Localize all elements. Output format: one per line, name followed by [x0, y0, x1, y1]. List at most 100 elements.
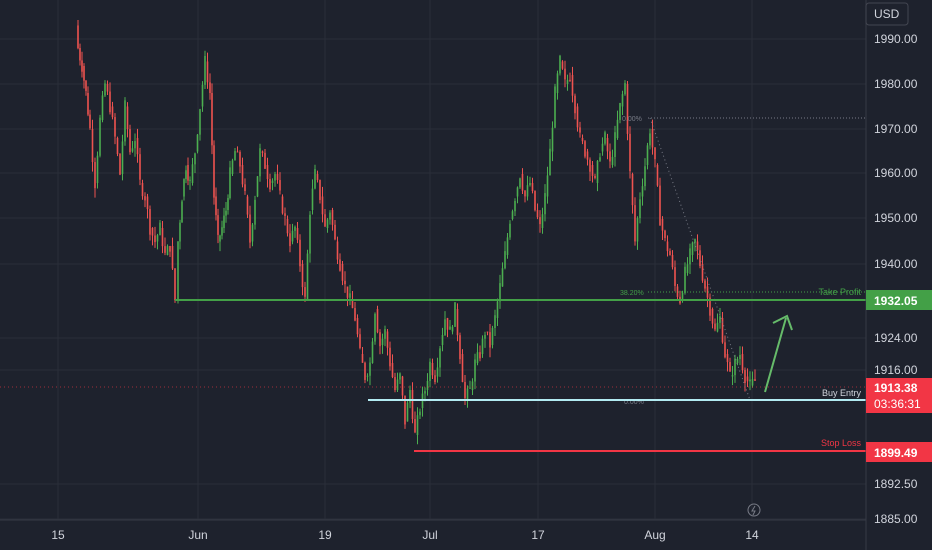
candle-body — [666, 241, 669, 252]
candle-body — [87, 93, 89, 115]
candle-body — [239, 152, 241, 167]
candle-body — [324, 214, 326, 227]
candle-body — [499, 283, 501, 302]
lightning-icon[interactable] — [747, 503, 761, 517]
candle-body — [261, 151, 264, 153]
candle-body — [724, 342, 726, 358]
candle-body — [494, 315, 496, 328]
candle-body — [514, 200, 516, 212]
candle-body — [404, 395, 406, 425]
candle-body — [556, 73, 559, 93]
candle-body — [629, 133, 631, 172]
currency-badge[interactable]: USD — [865, 2, 909, 26]
y-tick-label: 1885.00 — [874, 512, 918, 526]
x-tick-label: 15 — [51, 528, 65, 542]
candle-body — [706, 286, 709, 298]
candle-body — [691, 242, 694, 255]
candle-body — [621, 94, 624, 107]
candle-body — [599, 157, 601, 161]
candle-body — [741, 354, 744, 371]
candle-body — [339, 259, 341, 271]
candle-body — [264, 152, 266, 169]
candle-body — [199, 109, 201, 135]
candle-body — [189, 179, 191, 181]
candle-body — [451, 326, 454, 332]
candle-body — [389, 347, 391, 367]
candle-body — [596, 160, 599, 183]
candle-body — [206, 61, 209, 83]
candle-body — [219, 235, 221, 242]
candle-body — [179, 222, 181, 242]
candle-body — [409, 390, 411, 403]
candle-body — [694, 239, 696, 243]
candle-body — [491, 327, 494, 345]
candle-body — [369, 362, 371, 376]
candle-body — [215, 196, 217, 216]
candle-body — [554, 86, 556, 128]
candle-body — [319, 180, 321, 200]
candles — [77, 19, 756, 445]
x-tick-label: Aug — [644, 528, 665, 542]
candle-body — [461, 354, 464, 382]
y-tick-label: 1960.00 — [874, 166, 918, 180]
candle-body — [174, 268, 176, 301]
candle-body — [726, 354, 729, 363]
candle-body — [411, 390, 414, 420]
candle-body — [161, 228, 164, 247]
candle-body — [486, 331, 489, 333]
stop-loss-label: Stop Loss — [821, 438, 862, 448]
candle-body — [709, 297, 711, 316]
candle-body — [187, 165, 189, 181]
candle-body — [536, 210, 539, 218]
candle-body — [444, 319, 446, 336]
candle-body — [754, 379, 756, 381]
currency-label: USD — [874, 7, 900, 21]
candle-body — [99, 117, 101, 156]
stop-loss-price-tag: 1899.49 — [866, 442, 932, 462]
candle-body — [225, 210, 227, 216]
candle-body — [134, 141, 136, 149]
candle-body — [526, 185, 529, 197]
candle-body — [79, 48, 81, 61]
candle-body — [251, 224, 254, 242]
candle-body — [519, 178, 521, 188]
candle-body — [574, 95, 576, 114]
candle-body — [124, 100, 126, 142]
candle-body — [674, 267, 676, 286]
candle-body — [121, 141, 124, 174]
time-axis[interactable]: 15 Jun 19 Jul 17 Aug 14 — [0, 519, 866, 542]
candle-body — [481, 338, 484, 354]
candle-body — [334, 224, 336, 240]
candle-body — [204, 56, 206, 85]
candle-body — [91, 129, 94, 163]
candle-body — [181, 201, 183, 223]
candle-body — [271, 180, 274, 183]
candle-body — [77, 25, 79, 49]
svg-text:1899.49: 1899.49 — [874, 446, 918, 460]
candle-body — [686, 264, 689, 273]
fib-label-bottom: 0.00% — [624, 399, 644, 406]
candle-body — [309, 214, 311, 254]
candle-body — [661, 219, 664, 231]
candle-body — [234, 151, 236, 161]
candle-body — [714, 323, 716, 330]
y-tick-label: 1940.00 — [874, 257, 918, 271]
candle-body — [614, 132, 616, 157]
candle-body — [594, 175, 596, 178]
candle-body — [279, 180, 281, 191]
candle-body — [381, 338, 384, 345]
candle-body — [441, 335, 444, 345]
candle-body — [689, 248, 691, 265]
candle-body — [321, 196, 324, 215]
candle-body — [474, 359, 476, 382]
candle-body — [654, 147, 656, 160]
candle-body — [619, 103, 621, 120]
candle-body — [559, 55, 561, 74]
candle-body — [476, 352, 479, 363]
candle-body — [644, 166, 646, 187]
x-tick-label: Jul — [422, 528, 437, 542]
candle-body — [524, 190, 526, 197]
candle-body — [604, 132, 606, 144]
price-axis[interactable]: 1990.00 1980.00 1970.00 1960.00 1950.00 1940.… — [865, 0, 932, 550]
